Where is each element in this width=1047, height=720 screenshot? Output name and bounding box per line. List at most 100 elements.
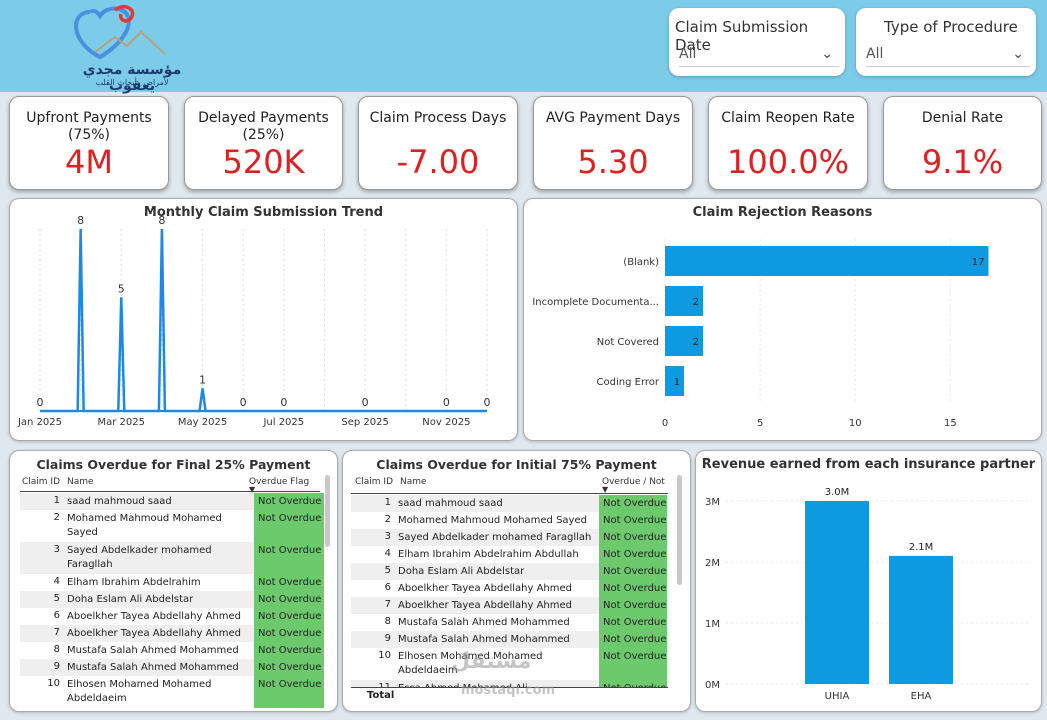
final-payment-table-card[interactable]: Claims Overdue for Final 25% Payment Cla… bbox=[9, 450, 338, 712]
bar bbox=[889, 555, 953, 684]
header-divider bbox=[20, 491, 320, 492]
table-row[interactable]: 6 Aboelkher Tayea Abdellahy Ahmed Not Over… bbox=[351, 580, 668, 597]
column-header-overdue[interactable]: Overdue / Not bbox=[602, 477, 665, 487]
cell-claim-id: 4 bbox=[384, 548, 391, 559]
scrollbar[interactable] bbox=[677, 475, 682, 585]
x-tick-label: 5 bbox=[757, 418, 763, 429]
slicer-value: All bbox=[866, 46, 884, 62]
data-label: 5 bbox=[118, 282, 125, 295]
category-label: Coding Error bbox=[597, 377, 660, 388]
cell-name: Aboelkher Tayea Abdellahy Ahmed bbox=[67, 628, 241, 639]
cell-overdue-flag: Not Overdue bbox=[254, 591, 324, 608]
x-tick-label: UHIA bbox=[825, 691, 850, 702]
line-chart[interactable]: 0 8 5 8 1 0 0 0 0 0 Jan 2025 Mar 2025 May 2025 Jul 20… bbox=[10, 199, 519, 442]
cell-overdue-flag: Not Overdue bbox=[254, 493, 324, 510]
data-label: 2.1M bbox=[909, 542, 934, 553]
header-divider bbox=[351, 493, 668, 494]
table-row[interactable]: 1 saad mahmoud saad Not Overdue bbox=[351, 495, 668, 512]
cell-overdue-flag: Not Overdue bbox=[599, 580, 667, 597]
cell-name: Mohamed Mahmoud Mohamed Sayed bbox=[67, 513, 222, 538]
table-row[interactable]: 5 Doha Eslam Ali Abdelstar Not Overdue bbox=[20, 591, 324, 608]
chart-title: Monthly Claim Submission Trend bbox=[143, 205, 384, 220]
cell-name: Doha Eslam Ali Abdelstar bbox=[398, 566, 525, 577]
cell-claim-id: 7 bbox=[53, 627, 60, 638]
kpi-title: Claim Process Days bbox=[369, 110, 507, 126]
x-tick-label: Sep 2025 bbox=[341, 417, 388, 428]
table-row[interactable]: 3 Sayed Abdelkader mohamed Faragllah Not O… bbox=[351, 529, 668, 546]
cell-claim-id: 8 bbox=[384, 616, 391, 627]
slicer-dropdown[interactable]: All ⌄ bbox=[679, 46, 839, 67]
procedure-type-slicer[interactable]: Type of Procedure All ⌄ bbox=[856, 8, 1036, 76]
slicer-title: Claim Submission Date bbox=[675, 18, 809, 54]
cell-overdue-flag: Not Overdue bbox=[599, 648, 667, 680]
cell-overdue-flag: Not Overdue bbox=[254, 574, 324, 591]
revenue-bar-chart[interactable]: 0M 1M 2M 3M 3.0M UHIA 2.1M EHA bbox=[696, 451, 1043, 713]
table-row[interactable]: 8 Mustafa Salah Ahmed Mohammed Not Overdue bbox=[351, 614, 668, 631]
table-row[interactable]: 1 saad mahmoud saad Not Overdue bbox=[20, 493, 324, 510]
column-header-claim-id[interactable]: Claim ID bbox=[22, 477, 61, 487]
kpi-title: Claim Reopen Rate bbox=[721, 110, 855, 126]
cell-overdue-flag: Not Overdue bbox=[599, 680, 667, 687]
table-row[interactable]: 10 Elhosen Mohamed Mohamed Abdeldaeim Not … bbox=[20, 676, 324, 708]
sort-desc-icon[interactable]: ▼ bbox=[602, 485, 609, 494]
cell-overdue-flag: Not Overdue bbox=[599, 495, 667, 512]
table-row[interactable]: 9 Mustafa Salah Ahmed Mohammed Not Overdue bbox=[351, 631, 668, 648]
scrollbar[interactable] bbox=[325, 475, 330, 547]
cell-name: Elhosen Mohamed Mohamed Abdeldaeim bbox=[398, 651, 543, 676]
y-tick-label: 0M bbox=[705, 680, 720, 691]
x-tick-label: EHA bbox=[911, 691, 932, 702]
revenue-card[interactable]: Revenue earned from each insurance partn… bbox=[695, 450, 1042, 712]
table-row[interactable]: 7 Aboelkher Tayea Abdellahy Ahmed Not Over… bbox=[351, 597, 668, 614]
cell-claim-id: 11 bbox=[351, 682, 391, 687]
y-tick-label: 2M bbox=[705, 558, 720, 569]
table-row[interactable]: 6 Aboelkher Tayea Abdellahy Ahmed Not Over… bbox=[20, 608, 324, 625]
x-tick-label: May 2025 bbox=[178, 417, 227, 428]
cell-overdue-flag: Not Overdue bbox=[254, 608, 324, 625]
watermark-logo: مستقل bbox=[451, 649, 532, 674]
cell-claim-id: 5 bbox=[53, 593, 60, 604]
table-row[interactable]: 10 Elhosen Mohamed Mohamed Abdeldaeim Not … bbox=[351, 648, 668, 680]
cell-claim-id: 8 bbox=[53, 644, 60, 655]
bar bbox=[805, 501, 869, 684]
claim-date-slicer[interactable]: Claim Submission Date All ⌄ bbox=[669, 8, 845, 76]
rejection-bar-chart[interactable]: 0 5 10 15 (Blank) 17 Incomplete Documenta... 2 N… bbox=[524, 199, 1043, 442]
column-header-name[interactable]: Name bbox=[67, 477, 94, 487]
table-row[interactable]: 3 Sayed Abdelkader mohamed Faragllah Not O… bbox=[20, 542, 324, 574]
slicer-dropdown[interactable]: All ⌄ bbox=[866, 46, 1030, 67]
column-header-overdue-flag[interactable]: Overdue Flag bbox=[249, 477, 310, 487]
initial-payment-table-card[interactable]: Claims Overdue for Initial 75% Payment C… bbox=[342, 450, 691, 712]
kpi-title: Denial Rate bbox=[921, 110, 1004, 126]
chart-title: Revenue earned from each insurance partn… bbox=[701, 457, 1036, 472]
cell-overdue-flag: Not Overdue bbox=[254, 659, 324, 676]
chevron-down-icon[interactable]: ⌄ bbox=[1012, 46, 1024, 62]
table-row[interactable]: 2 Mohamed Mahmoud Mohamed Sayed Not Overdu… bbox=[351, 512, 668, 529]
table-row[interactable]: 8 Mustafa Salah Ahmed Mohammed Not Overdue bbox=[20, 642, 324, 659]
column-header-name[interactable]: Name bbox=[400, 477, 427, 487]
cell-name: Elhosen Mohamed Mohamed Abdeldaeim bbox=[67, 679, 212, 704]
data-label: 8 bbox=[77, 214, 84, 227]
category-label: Not Covered bbox=[597, 337, 659, 348]
x-tick-label: Jan 2025 bbox=[17, 417, 62, 428]
chevron-down-icon[interactable]: ⌄ bbox=[821, 46, 833, 62]
table-row[interactable]: 7 Aboelkher Tayea Abdellahy Ahmed Not Over… bbox=[20, 625, 324, 642]
table-row[interactable]: 9 Mustafa Salah Ahmed Mohammed Not Overdue bbox=[20, 659, 324, 676]
table-row[interactable]: 5 Doha Eslam Ali Abdelstar Not Overdue bbox=[351, 563, 668, 580]
kpi-title: Delayed Payments bbox=[198, 110, 329, 126]
kpi-value: 520K bbox=[222, 143, 305, 181]
cell-name: Mustafa Salah Ahmed Mohammed bbox=[398, 634, 570, 645]
x-tick-label: Nov 2025 bbox=[422, 417, 470, 428]
rejection-reasons-card[interactable]: Claim Rejection Reasons 0 5 10 15 (Blank) 17 I… bbox=[523, 198, 1042, 441]
chart-title: Claim Rejection Reasons bbox=[692, 205, 873, 220]
data-label: 17 bbox=[972, 257, 985, 268]
trend-line bbox=[40, 228, 487, 413]
cell-overdue-flag: Not Overdue bbox=[599, 614, 667, 631]
table-row[interactable]: 2 Mohamed Mahmoud Mohamed Sayed Not Overdu… bbox=[20, 510, 324, 542]
cell-claim-id: 2 bbox=[384, 514, 391, 525]
table-row[interactable]: 11 Essa Ahmed Mohamed AliNot Overdue bbox=[351, 680, 668, 687]
column-header-claim-id[interactable]: Claim ID bbox=[355, 477, 394, 487]
cell-overdue-flag: Not Overdue bbox=[254, 625, 324, 642]
sort-desc-icon[interactable]: ▼ bbox=[249, 485, 256, 494]
